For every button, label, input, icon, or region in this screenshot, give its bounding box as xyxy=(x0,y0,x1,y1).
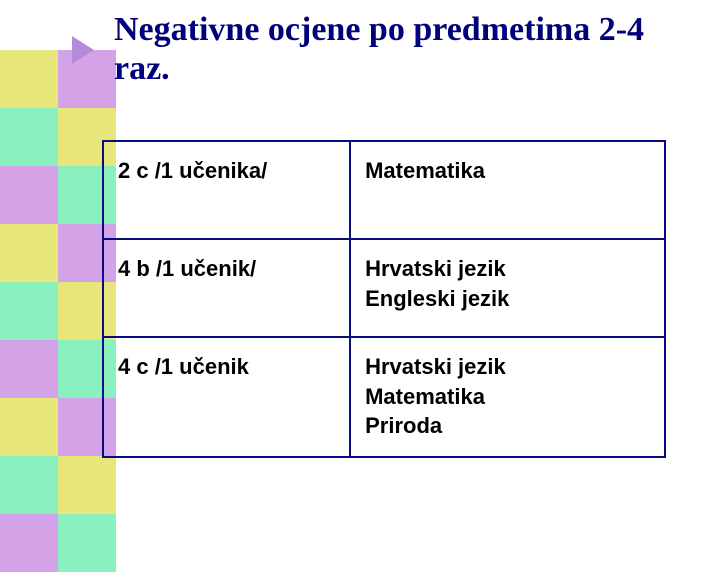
bg-square xyxy=(0,166,58,224)
table-row: 4 b /1 učenik/Hrvatski jezikEngleski jez… xyxy=(103,239,665,337)
table-row: 4 c /1 učenikHrvatski jezikMatematikaPri… xyxy=(103,337,665,457)
bg-square xyxy=(0,340,58,398)
grades-table-body: 2 c /1 učenika/Matematika4 b /1 učenik/H… xyxy=(103,141,665,457)
title-bullet-icon xyxy=(72,36,94,64)
bg-square xyxy=(58,456,116,514)
grades-table: 2 c /1 učenika/Matematika4 b /1 učenik/H… xyxy=(102,140,666,458)
subject-line: Matematika xyxy=(365,382,652,412)
subjects-cell: Hrvatski jezikMatematikaPriroda xyxy=(350,337,665,457)
subject-line: Hrvatski jezik xyxy=(365,254,652,284)
bg-square xyxy=(0,456,58,514)
subject-line: Engleski jezik xyxy=(365,284,652,314)
subjects-cell: Matematika xyxy=(350,141,665,239)
class-cell: 2 c /1 učenika/ xyxy=(103,141,350,239)
slide-title: Negativne ocjene po predmetima 2-4 raz. xyxy=(114,10,704,88)
bg-square xyxy=(0,282,58,340)
bg-square xyxy=(0,224,58,282)
class-cell: 4 b /1 učenik/ xyxy=(103,239,350,337)
subject-line: Matematika xyxy=(365,156,652,186)
subject-line: Hrvatski jezik xyxy=(365,352,652,382)
subject-line: Priroda xyxy=(365,411,652,441)
bg-square xyxy=(0,398,58,456)
bg-square xyxy=(0,50,58,108)
table-row: 2 c /1 učenika/Matematika xyxy=(103,141,665,239)
bg-square xyxy=(0,514,58,572)
class-cell: 4 c /1 učenik xyxy=(103,337,350,457)
bg-square xyxy=(58,514,116,572)
bg-square xyxy=(0,108,58,166)
subjects-cell: Hrvatski jezikEngleski jezik xyxy=(350,239,665,337)
